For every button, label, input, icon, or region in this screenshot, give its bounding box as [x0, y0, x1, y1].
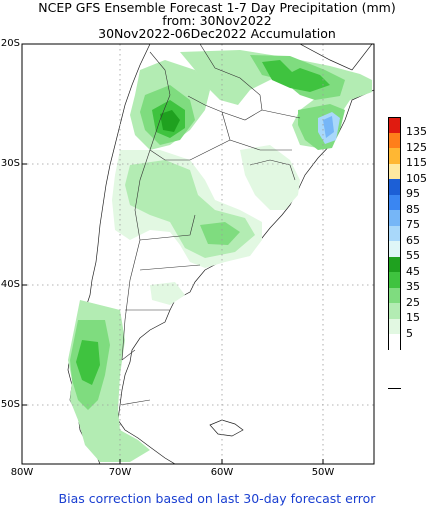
legend-row	[388, 334, 432, 350]
accumulation-period: 30Nov2022-06Dec2022 Accumulation	[98, 26, 336, 41]
lon-label-50w: 50W	[311, 467, 335, 478]
legend-row: 55	[388, 241, 432, 261]
legend-row: 135	[388, 117, 432, 137]
legend-level-label: 65	[406, 233, 420, 247]
legend-swatch	[388, 303, 401, 319]
lat-label-40s: 40S	[0, 279, 20, 290]
legend-level-label: 25	[406, 295, 420, 309]
legend-swatch	[388, 179, 401, 195]
legend-level-label: 45	[406, 264, 420, 278]
forecast-date: from: 30Nov2022	[162, 13, 272, 28]
legend-level-label: 85	[406, 202, 420, 216]
legend-swatch	[388, 117, 401, 133]
legend-swatch	[388, 318, 401, 334]
legend-row: 15	[388, 303, 432, 323]
legend-swatch	[388, 163, 401, 179]
legend-level-label: 15	[406, 311, 420, 324]
legend-swatch	[388, 210, 401, 226]
legend-row: 125	[388, 132, 432, 153]
legend-row: 35	[388, 272, 432, 292]
legend-swatch	[388, 256, 401, 272]
map-title: NCEP GFS Ensemble Forecast 1-7 Day Preci…	[38, 0, 396, 15]
legend-row: 75	[388, 210, 432, 230]
legend-swatch	[388, 287, 401, 303]
legend-level-label: 75	[406, 218, 420, 231]
legend-level-label: 55	[406, 249, 420, 262]
legend-row: 105	[388, 163, 432, 184]
bias-correction-note: Bias correction based on last 30-day for…	[58, 491, 376, 506]
legend-level-label: 115	[406, 156, 427, 169]
legend-row: 65	[388, 225, 432, 246]
legend-swatch	[388, 148, 401, 164]
legend-level-label: 125	[406, 140, 427, 154]
legend-level-label: 95	[406, 187, 420, 200]
legend-row: 115	[388, 148, 432, 168]
legend-row: 25	[388, 287, 432, 308]
legend-level-label: 5	[406, 326, 413, 340]
legend-swatch	[388, 241, 401, 257]
legend-top-edge	[388, 117, 401, 118]
legend-level-label: 135	[406, 125, 427, 138]
lon-label-60w: 60W	[210, 467, 234, 478]
legend-level-label: 105	[406, 171, 427, 185]
legend-level-label: 35	[406, 280, 420, 293]
legend-row: 85	[388, 194, 432, 215]
legend-swatch	[388, 132, 401, 148]
legend-swatch	[388, 225, 401, 241]
legend-swatch	[388, 272, 401, 288]
lon-label-70w: 70W	[108, 467, 132, 478]
color-legend: 135 125 115 105 95 85 75 65 55 45 35 25 15 5	[388, 117, 432, 350]
lat-label-20s: 20S	[0, 38, 20, 49]
lat-label-30s: 30S	[0, 158, 20, 169]
legend-bottom-edge	[388, 388, 401, 389]
legend-row: 95	[388, 179, 432, 199]
legend-row: 45	[388, 256, 432, 277]
legend-row: 5	[388, 318, 432, 339]
legend-swatch	[388, 334, 401, 350]
legend-swatch	[388, 194, 401, 210]
lon-label-80w: 80W	[10, 467, 34, 478]
lat-label-50s: 50S	[0, 399, 20, 410]
